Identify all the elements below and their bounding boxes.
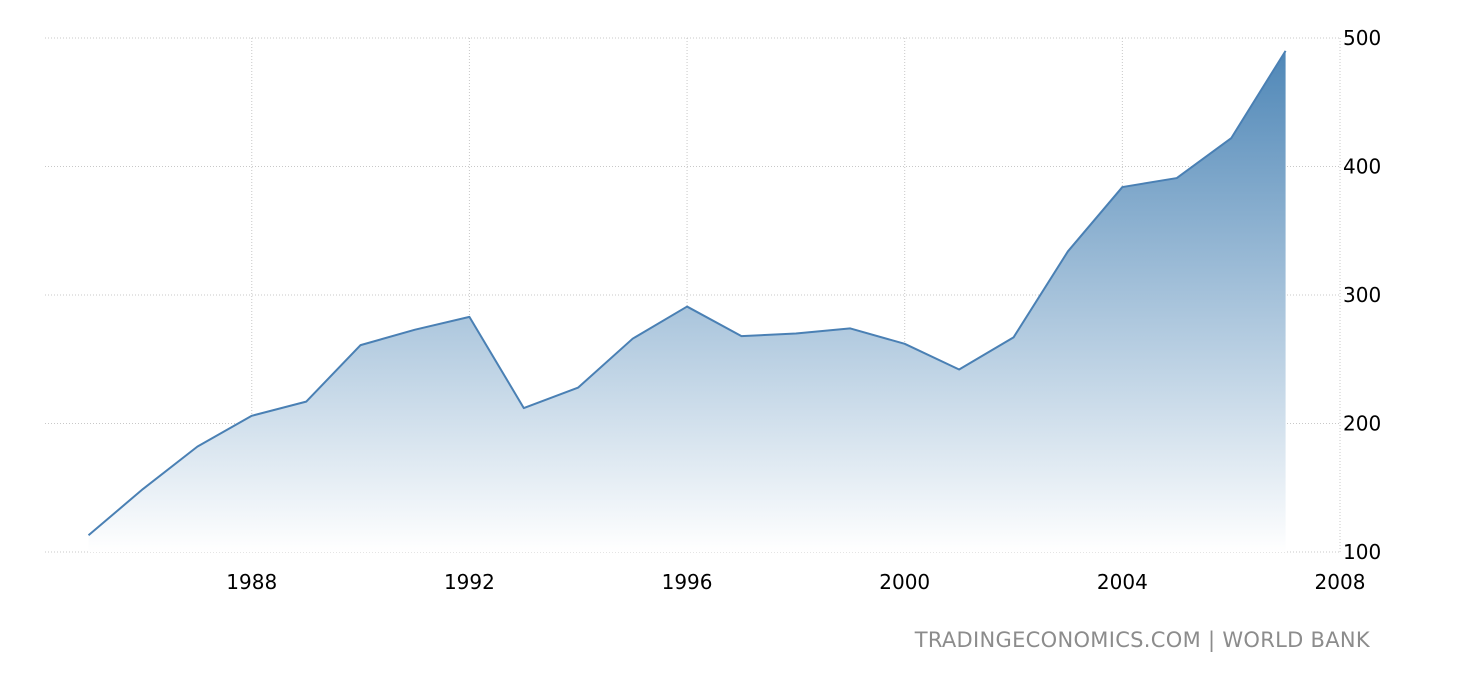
series-area-fill xyxy=(88,50,1286,552)
x-tick-label: 1992 xyxy=(444,570,495,594)
y-tick-label: 300 xyxy=(1343,283,1381,307)
y-tick-label: 400 xyxy=(1343,155,1381,179)
y-axis-ticks: 100 200 300 400 500 xyxy=(1343,26,1381,564)
x-tick-label: 2008 xyxy=(1315,570,1366,594)
x-axis-ticks: 1988 1992 1996 2000 2004 2008 xyxy=(226,570,1365,594)
x-tick-label: 2000 xyxy=(879,570,930,594)
y-tick-label: 100 xyxy=(1343,540,1381,564)
x-tick-label: 2004 xyxy=(1097,570,1148,594)
series-area xyxy=(87,50,1287,552)
source-credit: TRADINGECONOMICS.COM | WORLD BANK xyxy=(914,628,1370,652)
y-tick-label: 500 xyxy=(1343,26,1381,50)
x-tick-label: 1988 xyxy=(226,570,277,594)
y-tick-label: 200 xyxy=(1343,412,1381,436)
x-tick-label: 1996 xyxy=(662,570,713,594)
